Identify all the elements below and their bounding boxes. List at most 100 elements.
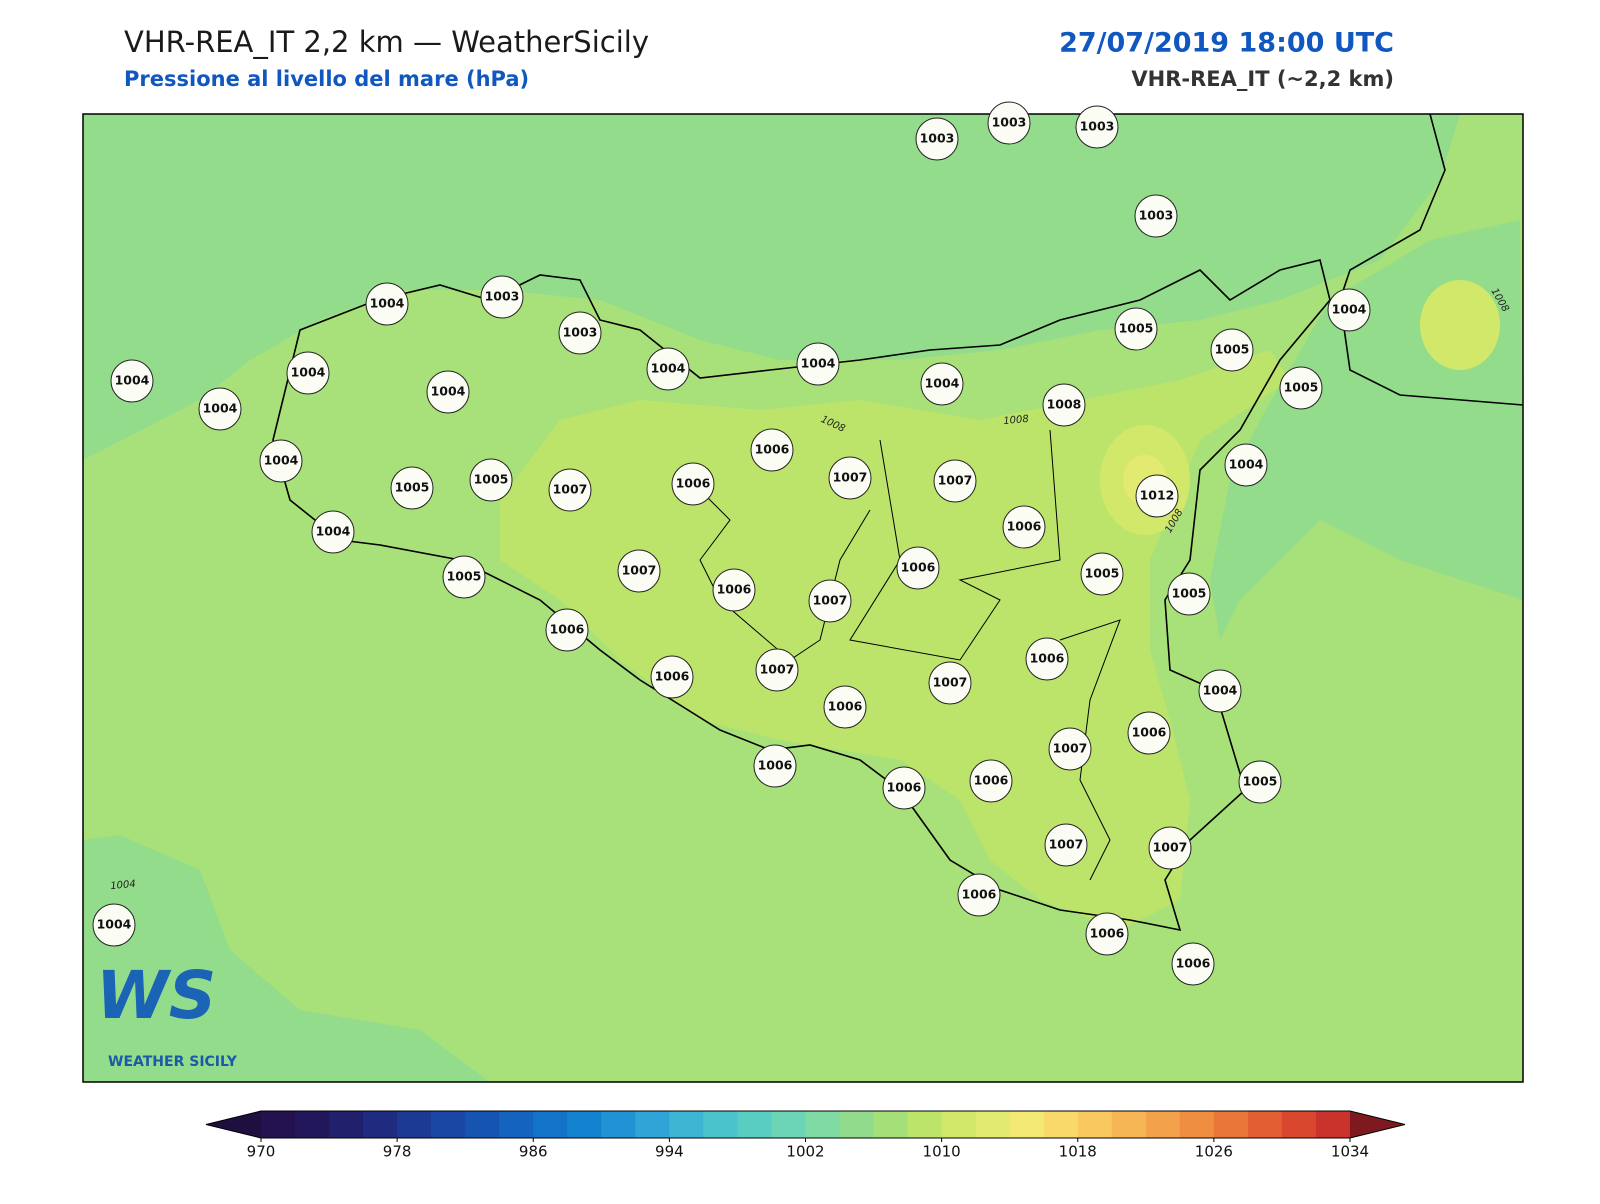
contour-label: 1004 (110, 879, 136, 892)
colorbar-bin (1077, 1111, 1113, 1138)
station-value: 1005 (1284, 380, 1319, 395)
station-value: 1008 (1047, 397, 1082, 412)
colorbar-bin (1213, 1111, 1249, 1138)
station-value: 1004 (925, 376, 960, 391)
station-marker (915, 117, 959, 161)
colorbar-bin (873, 1111, 909, 1138)
colorbar-tick-label: 986 (519, 1143, 548, 1161)
station-marker (469, 458, 513, 502)
colorbar-tick-label: 994 (655, 1143, 684, 1161)
station-marker (545, 608, 589, 652)
station-value: 1003 (992, 115, 1027, 130)
station-value: 1004 (203, 401, 238, 416)
colorbar-bin (397, 1111, 432, 1138)
station-marker (1042, 383, 1086, 427)
station-marker (259, 439, 303, 483)
colorbar-bin (567, 1111, 602, 1138)
station-value: 1005 (1215, 342, 1250, 357)
logo-name: WEATHER SICILY (108, 1054, 238, 1070)
station-marker (1148, 826, 1192, 870)
station-value: 1004 (1203, 683, 1238, 698)
station-value: 1007 (1153, 840, 1188, 855)
station-value: 1006 (901, 560, 936, 575)
station-value: 1006 (962, 887, 997, 902)
pressure-zone (1420, 280, 1500, 370)
station-marker (933, 459, 977, 503)
station-marker (1080, 552, 1124, 596)
subtitle: Pressione al livello del mare (hPa) (124, 67, 529, 91)
station-value: 1007 (1053, 741, 1088, 756)
station-value: 1006 (676, 476, 711, 491)
colorbar-tick-label: 1034 (1331, 1143, 1369, 1161)
colorbar-bin (1281, 1111, 1317, 1138)
map-frame (82, 113, 1524, 1083)
colorbar-bin (261, 1111, 296, 1138)
station-value: 1006 (755, 442, 790, 457)
station-marker (1210, 328, 1254, 372)
station-marker (558, 311, 602, 355)
station-value: 1004 (431, 384, 466, 399)
title: VHR-REA_IT 2,2 km — WeatherSicily (124, 25, 649, 59)
colorbar-bin (941, 1111, 977, 1138)
colorbar-tick-label: 1018 (1059, 1143, 1097, 1161)
colorbar-bin (533, 1111, 568, 1138)
station-marker (617, 549, 661, 593)
logo-mark: WS (96, 957, 216, 1034)
station-value: 1003 (920, 131, 955, 146)
colorbar-bin (431, 1111, 466, 1138)
colorbar-bin (703, 1111, 738, 1138)
station-marker (753, 744, 797, 788)
station-marker (1279, 366, 1323, 410)
station-marker (365, 282, 409, 326)
colorbar-bin (975, 1111, 1011, 1138)
station-marker (110, 359, 154, 403)
station-marker (957, 873, 1001, 917)
station-value: 1007 (813, 593, 848, 608)
station-value: 1005 (395, 480, 430, 495)
station-value: 1003 (563, 325, 598, 340)
model: VHR-REA_IT (~2,2 km) (1131, 67, 1394, 91)
station-value: 1007 (1049, 837, 1084, 852)
station-marker (796, 342, 840, 386)
datetime: 27/07/2019 18:00 UTC (1059, 28, 1394, 59)
station-marker (1167, 572, 1211, 616)
colorbar-tick-label: 978 (383, 1143, 412, 1161)
station-marker (1075, 105, 1119, 149)
station-marker (426, 370, 470, 414)
station-marker (390, 466, 434, 510)
colorbar-bin (465, 1111, 500, 1138)
station-value: 1003 (485, 289, 520, 304)
sea-zone (83, 114, 1460, 460)
station-marker (1327, 288, 1371, 332)
station-marker (646, 347, 690, 391)
colorbar-bin (1009, 1111, 1045, 1138)
station-marker (1044, 823, 1088, 867)
station-marker (896, 546, 940, 590)
field (83, 114, 1523, 1082)
station-value: 1006 (550, 622, 585, 637)
station-value: 1006 (1132, 725, 1167, 740)
stations: 1003 1003 1003 1003 1004 1003 1003 1004 1004 1004… (92, 101, 1511, 986)
station-marker (311, 510, 355, 554)
station-marker (286, 351, 330, 395)
colorbar-bin (907, 1111, 943, 1138)
station-marker (548, 468, 592, 512)
station-value: 1006 (974, 773, 1009, 788)
coastline (1339, 114, 1523, 406)
station-marker (823, 685, 867, 729)
station-value: 1005 (1119, 321, 1154, 336)
logo: WS WEATHER SICILY (96, 957, 238, 1070)
station-value: 1005 (1243, 774, 1278, 789)
station-value: 1005 (1085, 566, 1120, 581)
colorbar-bin (805, 1111, 841, 1138)
station-value: 1004 (370, 296, 405, 311)
station-marker (1114, 307, 1158, 351)
station-value: 1003 (1080, 119, 1115, 134)
station-marker (92, 903, 136, 947)
station-value: 1006 (717, 582, 752, 597)
station-value: 1005 (474, 472, 509, 487)
station-marker (1224, 443, 1268, 487)
colorbar-bin (1315, 1111, 1351, 1138)
